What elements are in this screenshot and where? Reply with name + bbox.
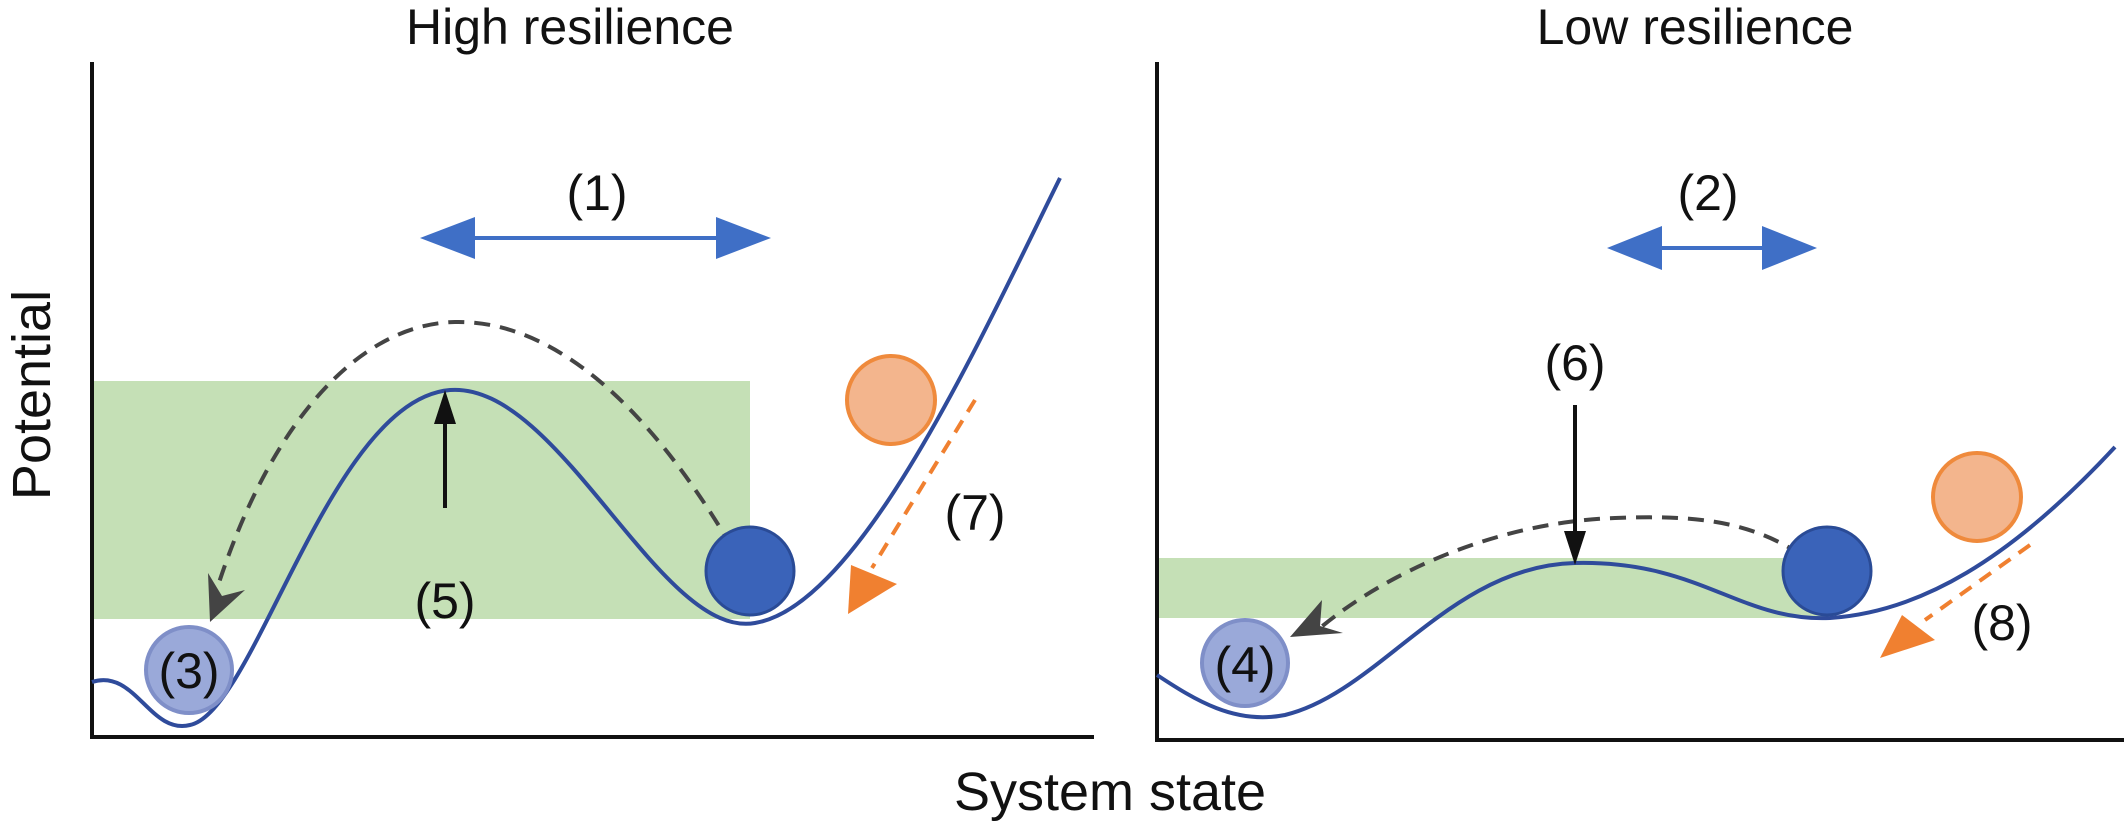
barrier-height-arrow-6 [1564, 405, 1586, 565]
alternative-state-ball-3 [144, 625, 234, 715]
panel-title-high: High resilience [406, 0, 734, 55]
system-state-ball-high [704, 525, 796, 617]
panel-title-low: Low resilience [1537, 0, 1854, 55]
potential-curve-low [1155, 445, 2117, 720]
transition-arrowhead-low [1290, 600, 1343, 637]
basin-shading-low [1157, 558, 1829, 618]
transition-path-high [213, 319, 747, 596]
alternative-state-ball-4 [1200, 618, 1290, 708]
perturbation-arrow-1 [420, 217, 771, 259]
panel-low-resilience: Low resilience (2) (6) (4) [1155, 0, 2124, 742]
label-8: (8) [1971, 595, 2032, 651]
label-6: (6) [1544, 335, 1605, 391]
disturbance-ball-high [845, 354, 937, 446]
label-7: (7) [944, 485, 1005, 541]
barrier-height-arrow-5 [434, 390, 456, 508]
label-1: (1) [566, 165, 627, 221]
label-5: (5) [414, 573, 475, 629]
label-2: (2) [1677, 165, 1738, 221]
potential-curve-high [91, 177, 1062, 729]
disturbance-arrow-8 [1880, 543, 2032, 658]
disturbance-arrow-7 [848, 398, 977, 614]
label-4: (4) [1214, 637, 1275, 693]
transition-path-low [1318, 515, 1824, 630]
system-state-ball-low [1781, 525, 1873, 617]
perturbation-arrow-2 [1607, 226, 1817, 270]
y-axis-label: Potential [2, 290, 62, 500]
disturbance-ball-low [1931, 451, 2023, 543]
panel-high-resilience: High resilience (1) (5) (3) [90, 0, 1094, 739]
label-3: (3) [158, 643, 219, 699]
x-axis-label: System state [954, 762, 1266, 822]
transition-arrowhead-high [208, 573, 245, 622]
